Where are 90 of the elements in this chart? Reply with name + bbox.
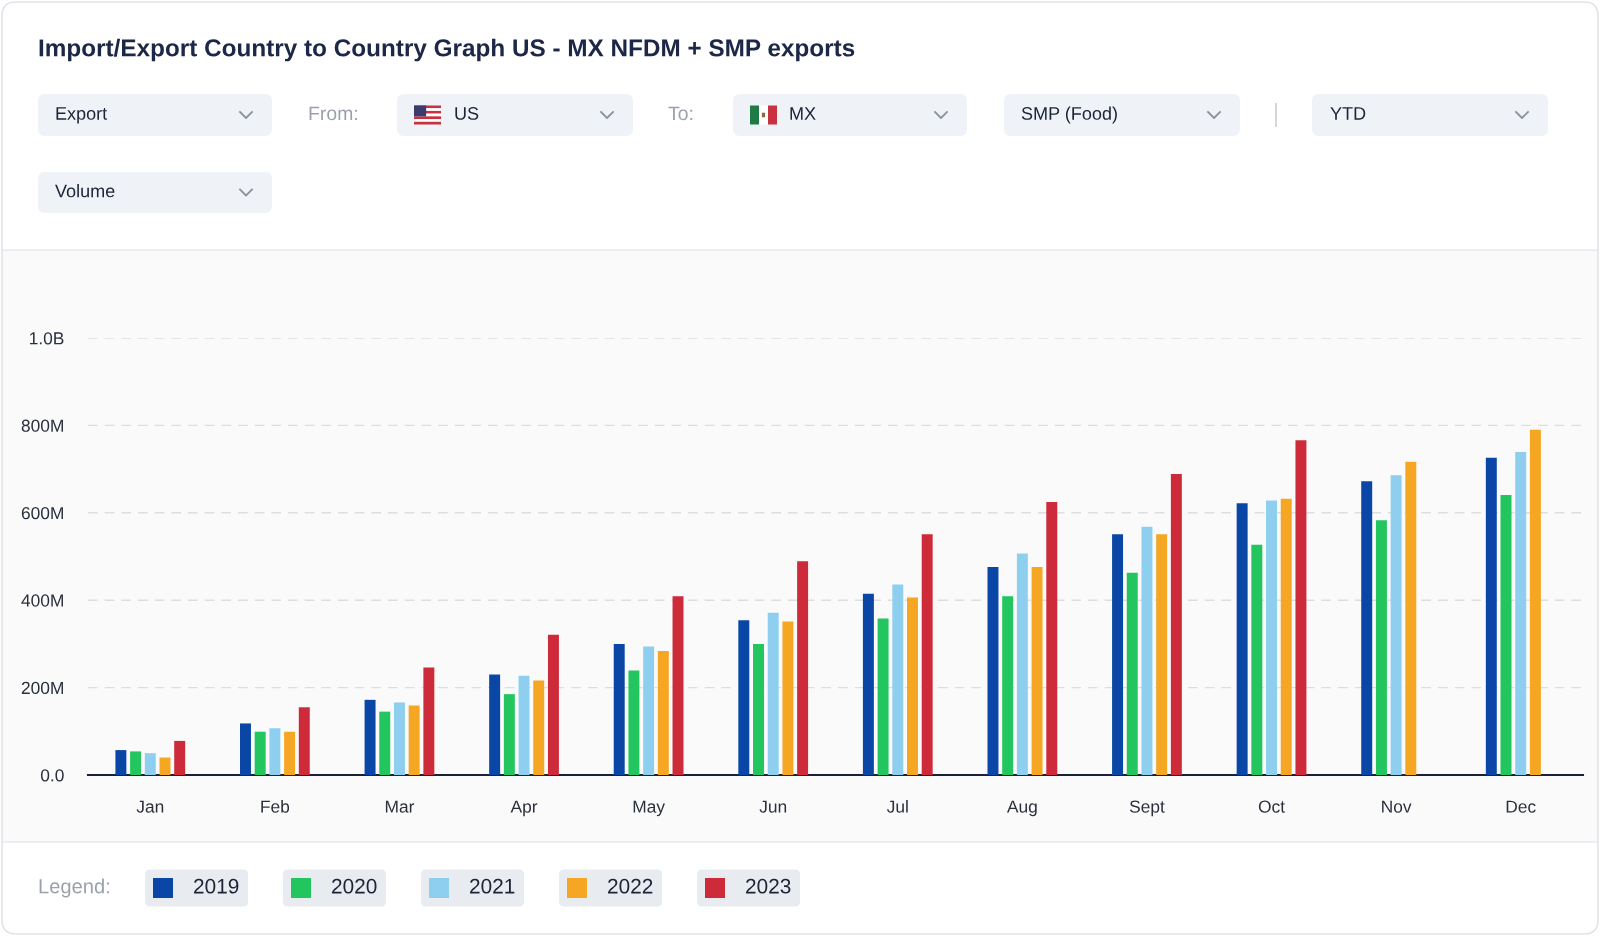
bar bbox=[1112, 534, 1124, 775]
y-tick-label: 200M bbox=[21, 681, 63, 695]
bar bbox=[1016, 553, 1028, 775]
legend-label: 2023 bbox=[746, 878, 791, 894]
bar bbox=[130, 751, 142, 775]
text: To: bbox=[668, 106, 693, 121]
x-tick-label: Oct bbox=[1258, 800, 1285, 813]
bar bbox=[1170, 473, 1182, 775]
bar bbox=[613, 643, 625, 775]
x-tick-label: Dec bbox=[1506, 800, 1536, 813]
text: US bbox=[455, 107, 479, 120]
bar bbox=[533, 680, 545, 775]
chart-title: Import/Export Country to Country Graph US - MX NFDM + SMP exports bbox=[39, 38, 855, 62]
text: SMP (Food) bbox=[1021, 106, 1117, 124]
bar bbox=[628, 670, 640, 775]
bar bbox=[408, 705, 420, 775]
bar bbox=[364, 699, 376, 775]
bar bbox=[115, 750, 127, 775]
bar bbox=[518, 675, 530, 775]
legend-label: 2019 bbox=[194, 878, 239, 894]
bar bbox=[1375, 520, 1387, 775]
bar bbox=[144, 753, 156, 775]
x-tick-label: Jul bbox=[886, 800, 908, 813]
text: Volume bbox=[55, 184, 115, 198]
bar bbox=[1156, 534, 1168, 775]
bar bbox=[239, 723, 251, 775]
text: MX bbox=[790, 107, 816, 120]
bar bbox=[547, 634, 559, 775]
x-tick-label: Jan bbox=[136, 800, 164, 813]
y-tick-label: 800M bbox=[21, 419, 63, 432]
text: Export bbox=[56, 107, 108, 124]
bar bbox=[862, 593, 874, 775]
y-tick-label: 0.0 bbox=[40, 769, 64, 782]
legend-label: 2022 bbox=[608, 878, 653, 894]
bar bbox=[1529, 429, 1541, 775]
bar bbox=[921, 534, 933, 775]
bar bbox=[1280, 498, 1292, 775]
x-tick-label: Jun bbox=[759, 800, 787, 813]
bar bbox=[892, 584, 904, 775]
bar bbox=[753, 643, 764, 775]
bar bbox=[782, 621, 794, 775]
y-tick-label: 600M bbox=[21, 506, 63, 520]
bar bbox=[672, 596, 684, 775]
bar bbox=[1126, 572, 1138, 775]
x-tick-label: Aug bbox=[1006, 800, 1037, 817]
bar bbox=[489, 674, 501, 775]
bar bbox=[643, 646, 655, 775]
bar bbox=[1141, 526, 1153, 775]
bar bbox=[1500, 494, 1512, 775]
bar bbox=[1361, 481, 1373, 775]
legend-title: Legend: bbox=[39, 878, 109, 898]
bar bbox=[269, 728, 281, 775]
bar bbox=[1390, 475, 1402, 775]
legend-label: 2020 bbox=[332, 878, 377, 894]
bar bbox=[767, 612, 779, 775]
x-tick-label: Feb bbox=[261, 800, 290, 813]
bar bbox=[1251, 544, 1263, 775]
x-tick-label: May bbox=[633, 800, 665, 817]
bar bbox=[1002, 596, 1014, 775]
legend-label: 2021 bbox=[470, 878, 515, 894]
y-tick-label: 400M bbox=[21, 594, 63, 607]
bar bbox=[1236, 503, 1248, 775]
x-tick-label: Nov bbox=[1382, 800, 1412, 813]
bar bbox=[1295, 440, 1307, 775]
bar bbox=[797, 561, 809, 775]
bar bbox=[738, 620, 750, 775]
bar bbox=[1515, 452, 1527, 775]
bar bbox=[877, 618, 889, 775]
text: YTD bbox=[1330, 107, 1366, 120]
bar bbox=[284, 731, 296, 775]
bar bbox=[1266, 500, 1278, 775]
x-tick-label: Apr bbox=[510, 800, 538, 817]
bar bbox=[503, 694, 515, 775]
bar bbox=[1485, 457, 1497, 775]
bar bbox=[657, 650, 669, 775]
x-tick-label: Sept bbox=[1129, 800, 1165, 817]
bar bbox=[379, 711, 391, 775]
bar bbox=[1031, 566, 1043, 775]
bar bbox=[1046, 501, 1058, 775]
y-tick-label: 1.0B bbox=[30, 332, 64, 345]
bar bbox=[298, 707, 310, 775]
bar bbox=[1405, 461, 1417, 775]
bar bbox=[987, 566, 999, 775]
bar bbox=[393, 702, 405, 775]
bar bbox=[907, 597, 918, 775]
bar bbox=[423, 667, 435, 775]
bar bbox=[174, 740, 186, 775]
text: From: bbox=[309, 106, 357, 121]
bar bbox=[254, 731, 266, 775]
x-tick-label: Mar bbox=[385, 800, 415, 813]
